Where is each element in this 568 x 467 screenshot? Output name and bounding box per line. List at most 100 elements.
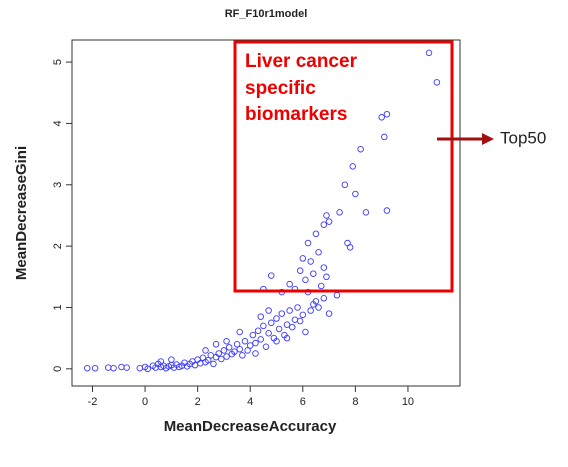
point <box>236 328 243 336</box>
point <box>275 325 283 333</box>
point <box>268 272 275 279</box>
point <box>315 249 322 256</box>
point <box>325 310 333 317</box>
point <box>249 331 257 339</box>
point <box>252 350 259 357</box>
point <box>262 343 270 350</box>
y-tick-label: 4 <box>52 120 64 126</box>
point <box>302 328 309 336</box>
point <box>278 310 286 317</box>
y-tick-label: 5 <box>52 59 64 65</box>
point <box>273 337 280 345</box>
point <box>323 212 330 219</box>
points <box>83 49 441 373</box>
point <box>310 301 317 308</box>
point <box>204 356 212 364</box>
point <box>260 322 267 330</box>
point <box>304 239 312 247</box>
y-tick-label: 1 <box>52 304 64 310</box>
point <box>341 181 349 189</box>
point <box>273 315 280 322</box>
point <box>323 273 330 281</box>
annotation-text: biomarkers <box>245 104 347 125</box>
highlight-box <box>233 40 454 293</box>
annotation-text: Top50 <box>500 128 546 147</box>
point <box>307 258 314 265</box>
point <box>231 348 238 355</box>
point <box>296 317 304 325</box>
annotation-text: specific <box>245 78 316 99</box>
point <box>265 329 272 337</box>
plot-frame <box>71 39 461 387</box>
point <box>168 356 175 363</box>
point <box>307 307 314 314</box>
point <box>239 352 246 359</box>
point <box>207 352 215 359</box>
point <box>336 209 343 216</box>
point <box>268 319 275 327</box>
point <box>383 207 391 214</box>
point <box>252 339 259 347</box>
x-tick-label: 0 <box>142 396 148 408</box>
point <box>378 114 385 121</box>
point <box>223 353 230 360</box>
point <box>83 364 91 372</box>
point <box>283 321 291 328</box>
x-tick-label: 2 <box>195 396 201 408</box>
point <box>317 282 325 290</box>
point <box>349 163 356 170</box>
x-tick-label: 6 <box>300 396 306 408</box>
point <box>320 221 328 228</box>
point <box>123 364 130 371</box>
point <box>425 49 433 57</box>
point <box>225 344 233 351</box>
point <box>299 255 307 262</box>
point <box>299 311 307 319</box>
point <box>202 347 209 354</box>
point <box>241 337 249 345</box>
point <box>362 209 370 216</box>
point <box>257 336 264 343</box>
point <box>157 358 165 365</box>
point <box>215 350 222 357</box>
point <box>244 347 251 354</box>
point <box>312 230 320 238</box>
point <box>320 264 328 271</box>
x-tick-label: -2 <box>88 396 98 408</box>
point <box>283 334 291 342</box>
point <box>357 145 364 153</box>
point <box>320 295 328 302</box>
point <box>218 355 225 363</box>
arrow-head <box>482 133 494 145</box>
point <box>254 327 262 335</box>
point <box>286 307 293 314</box>
point <box>265 307 272 314</box>
y-tick-label: 0 <box>52 366 64 372</box>
point <box>291 316 299 323</box>
point <box>110 364 117 372</box>
point <box>433 79 441 86</box>
point <box>118 363 125 371</box>
y-tick-label: 3 <box>52 182 64 188</box>
point <box>233 341 241 348</box>
x-tick-label: 8 <box>352 396 358 408</box>
point <box>333 291 341 299</box>
point <box>381 133 388 141</box>
chart-title: RF_F10r1model <box>225 8 308 20</box>
point <box>236 345 243 353</box>
x-tick-label: 10 <box>402 396 414 408</box>
point <box>246 342 254 349</box>
point <box>257 313 264 320</box>
point <box>294 304 301 311</box>
y-axis-label: MeanDecreaseGini <box>13 146 30 280</box>
point <box>286 280 293 288</box>
point <box>212 341 220 348</box>
point <box>223 337 230 345</box>
point <box>136 364 144 372</box>
point <box>210 360 217 368</box>
point <box>302 276 309 284</box>
point <box>352 190 359 198</box>
point <box>220 347 228 354</box>
point <box>296 267 304 274</box>
